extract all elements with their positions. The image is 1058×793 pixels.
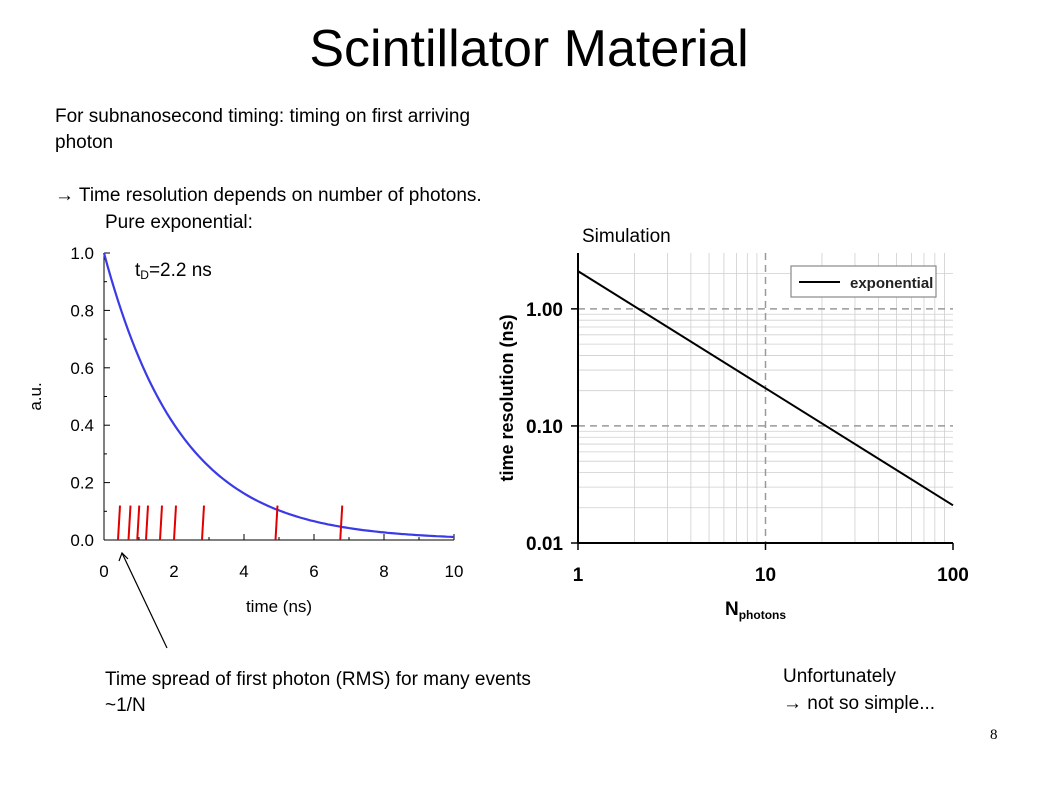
photon-arrival-mark <box>159 505 163 541</box>
intro-line-1: For subnanosecond timing: timing on firs… <box>55 106 471 127</box>
unfortunately-line-1: Unfortunately <box>783 666 897 687</box>
x-tick-label: 0 <box>99 562 108 581</box>
legend-label: exponential <box>850 275 933 292</box>
photon-arrival-mark <box>201 505 205 541</box>
note-line-2: ~1/N <box>105 695 146 716</box>
photon-arrival-mark <box>127 505 132 541</box>
decay-time-annotation: tD=2.2 ns <box>135 260 212 282</box>
x-tick-label: 8 <box>379 562 388 581</box>
tau-symbol: t <box>135 260 141 281</box>
tau-subscript: D <box>140 268 149 282</box>
pure-exponential-label: Pure exponential: <box>105 212 253 233</box>
y-tick-label: 1.0 <box>70 244 94 263</box>
slide-title: Scintillator Material <box>309 20 749 78</box>
x-tick-label: 4 <box>239 562 248 581</box>
x-tick-label: 10 <box>755 565 776 586</box>
photon-arrival-mark <box>117 505 121 541</box>
photon-arrival-mark <box>136 505 141 541</box>
arrow-head <box>118 551 129 562</box>
intro-line-3: → Time resolution depends on number of p… <box>55 185 482 206</box>
y-tick-label: 0.0 <box>70 531 94 550</box>
y-tick-label: 0.01 <box>526 534 563 555</box>
x-tick-label: 2 <box>169 562 178 581</box>
y-axis-label: a.u. <box>26 382 45 410</box>
intro-line-2: photon <box>55 132 114 153</box>
x-axis-label-subscript: photons <box>739 608 787 622</box>
y-tick-label: 0.4 <box>70 416 94 435</box>
photon-arrival-mark <box>339 505 344 541</box>
page-number: 8 <box>990 727 998 743</box>
unfortunately-line-2: → not so simple... <box>783 693 936 714</box>
simulation-label: Simulation <box>582 226 671 247</box>
y-tick-label: 1.00 <box>526 300 563 321</box>
x-axis-label: time (ns) <box>246 597 312 616</box>
y-tick-label: 0.2 <box>70 474 94 493</box>
arrow-line <box>121 552 168 649</box>
y-tick-label: 0.6 <box>70 359 94 378</box>
decay-curve <box>102 252 455 539</box>
tau-value: =2.2 ns <box>148 260 212 281</box>
x-tick-label: 10 <box>445 562 464 581</box>
photon-arrival-mark <box>173 505 177 541</box>
x-tick-label: 1 <box>573 565 584 586</box>
note-line-1: Time spread of first photon (RMS) for ma… <box>105 669 531 690</box>
photon-arrival-mark <box>274 505 279 541</box>
photon-arrival-mark <box>145 505 149 541</box>
x-tick-label: 6 <box>309 562 318 581</box>
x-tick-label: 100 <box>937 565 969 586</box>
y-axis-label: time resolution (ns) <box>497 314 517 481</box>
series-line-exponential <box>577 270 954 507</box>
y-tick-label: 0.8 <box>70 301 94 320</box>
y-tick-label: 0.10 <box>526 417 563 438</box>
